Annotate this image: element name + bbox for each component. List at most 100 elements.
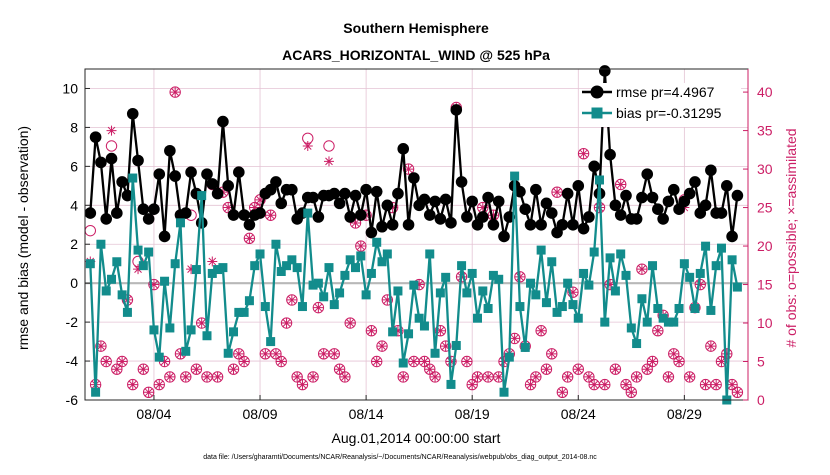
x-axis-label: Aug.01,2014 00:00:00 start <box>332 430 501 446</box>
rmse-point <box>222 180 235 192</box>
obs-possible-point <box>233 348 245 360</box>
obs-assimilated-point <box>663 371 674 382</box>
rmse-point <box>238 209 250 221</box>
obs-possible-point <box>710 378 722 391</box>
left-y-tick-label: -6 <box>66 392 79 408</box>
x-tick-label: 08/14 <box>349 406 384 422</box>
rmse-point <box>344 211 357 223</box>
bias-point <box>165 323 175 333</box>
rmse-point <box>561 187 574 200</box>
obs-assimilated-point <box>201 371 212 382</box>
left-y-tick-label: -2 <box>66 314 79 330</box>
rmse-point <box>397 143 410 155</box>
bias-point <box>213 265 223 275</box>
obs-assimilated-point <box>377 341 388 352</box>
bias-point <box>706 305 716 315</box>
bias-point <box>175 218 185 228</box>
bias-point <box>85 259 95 269</box>
obs-assimilated-point <box>223 202 234 213</box>
obs-assimilated-point <box>323 156 334 167</box>
bias-point <box>340 270 350 280</box>
bias-point <box>584 280 594 290</box>
obs-possible-point <box>137 363 150 375</box>
rmse-point <box>227 209 240 221</box>
x-tick-label: 08/04 <box>136 406 171 422</box>
right-y-axis-label: # of obs: o=possible; ×=assimilated <box>783 128 799 347</box>
rmse-point <box>100 213 113 225</box>
obs-possible-point <box>429 371 441 383</box>
rmse-point <box>487 218 500 231</box>
obs-assimilated-point <box>573 364 584 375</box>
bias-point <box>170 259 180 269</box>
obs-assimilated-point <box>599 379 610 390</box>
rmse-point <box>328 187 341 200</box>
right-y-tick-label: 15 <box>757 277 773 293</box>
bias-point <box>716 243 726 253</box>
legend-box <box>591 83 741 127</box>
rmse-point <box>211 187 224 200</box>
obs-possible-point <box>652 325 664 337</box>
rmse-point <box>434 213 447 225</box>
obs-assimilated-point <box>148 279 159 290</box>
obs-possible-point <box>641 363 653 375</box>
rmse-point <box>530 183 542 196</box>
rmse-point <box>667 183 680 196</box>
rmse-point <box>498 230 510 243</box>
obs-possible-point <box>153 378 165 391</box>
bias-point <box>568 300 578 310</box>
bias-point <box>446 379 456 389</box>
obs-possible-point <box>111 363 123 375</box>
obs-possible-point <box>609 363 622 375</box>
rmse-point <box>243 218 256 231</box>
obs-assimilated-point <box>403 164 414 175</box>
rmse-point <box>206 178 219 190</box>
legend: rmse pr=4.4967 bias pr=-0.31295 <box>582 83 741 127</box>
obs-possible-point <box>376 340 388 352</box>
bias-point <box>701 241 711 251</box>
obs-possible-point <box>561 371 574 383</box>
obs-assimilated-point <box>117 356 128 367</box>
rmse-point <box>376 220 388 233</box>
obs-assimilated-point <box>106 125 117 136</box>
obs-assimilated-point <box>292 371 303 382</box>
x-axis: 08/04 08/09 08/14 08/19 08/24 08/29 <box>136 395 702 422</box>
rmse-point <box>705 164 717 177</box>
obs-possible-point <box>291 371 303 383</box>
bias-point <box>149 325 159 335</box>
obs-assimilated-point <box>684 371 695 382</box>
obs-assimilated-point <box>727 379 738 390</box>
rmse-point <box>164 144 176 157</box>
rmse-point <box>657 213 669 225</box>
obs-assimilated-point <box>621 379 632 390</box>
obs-possible-point <box>530 371 542 383</box>
bias-point <box>616 249 626 259</box>
rmse-point <box>153 168 166 180</box>
right-y-tick-label: 40 <box>757 84 773 100</box>
rmse-point <box>423 209 436 221</box>
rmse-point <box>445 217 457 229</box>
bias-point <box>202 331 212 341</box>
obs-assimilated-point <box>435 325 446 336</box>
bias-point <box>372 237 382 247</box>
rmse-point <box>439 193 452 206</box>
bias-point <box>504 352 514 362</box>
obs-assimilated-point <box>297 379 308 390</box>
obs-possible-point <box>662 371 675 383</box>
bias-point <box>229 327 239 337</box>
obs-possible-point <box>307 371 319 383</box>
obs-possible-point <box>339 371 351 383</box>
obs-possible-point <box>180 371 192 383</box>
bias-point <box>610 286 620 296</box>
obs-possible-point <box>705 340 717 352</box>
rmse-point <box>572 180 585 192</box>
bias-point <box>234 307 244 317</box>
data-file-footnote: data file: /Users/gharamti/Documents/NCA… <box>203 454 597 461</box>
bias-point <box>626 323 636 333</box>
obs-assimilated-point <box>398 371 409 382</box>
obs-assimilated-point <box>276 356 287 367</box>
obs-assimilated-point <box>249 202 260 213</box>
obs-assimilated-point <box>631 371 642 382</box>
chart-subtitle: ACARS_HORIZONTAL_WIND @ 525 hPa <box>282 47 550 63</box>
